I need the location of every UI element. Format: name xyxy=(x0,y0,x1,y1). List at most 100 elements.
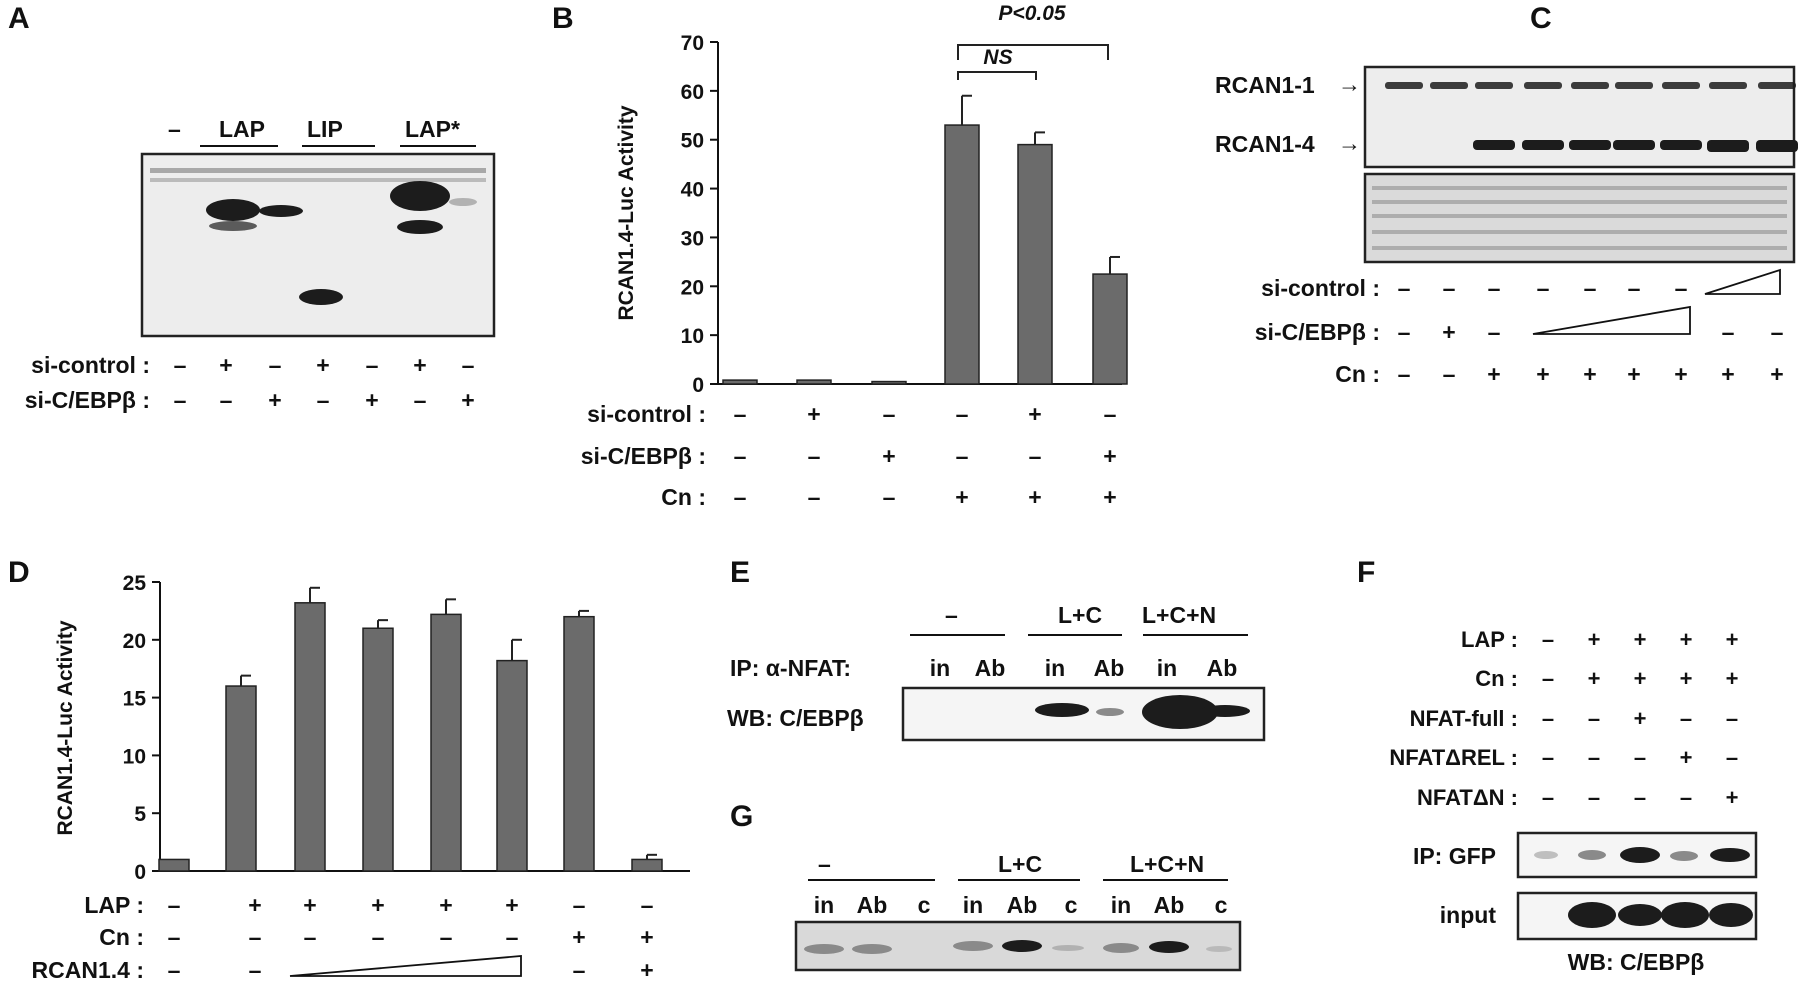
condition-sign: + xyxy=(1726,627,1739,652)
condition-sign: – xyxy=(366,352,379,378)
condition-sign: – xyxy=(1542,627,1554,652)
blot-band xyxy=(1710,848,1750,862)
blot-band xyxy=(1758,82,1796,89)
y-tick-label: 40 xyxy=(681,179,704,202)
condition-sign: – xyxy=(1443,275,1456,301)
panel-c-label: C xyxy=(1530,2,1552,35)
input-label: input xyxy=(1440,902,1497,928)
condition-sign: – xyxy=(1634,745,1646,770)
group-label-lap-star: LAP* xyxy=(405,116,460,142)
condition-sign: – xyxy=(1722,319,1735,345)
bar xyxy=(563,615,595,872)
condition-sign: – xyxy=(1104,401,1117,427)
blot-band xyxy=(1534,851,1558,859)
condition-sign: – xyxy=(641,892,654,918)
blot-band xyxy=(1522,140,1564,150)
blot-band xyxy=(206,199,260,221)
condition-label: NFATΔN : xyxy=(1417,785,1518,810)
significance-bracket xyxy=(957,71,1037,80)
condition-sign: + xyxy=(1634,627,1647,652)
condition-label: NFAT-full : xyxy=(1410,706,1518,731)
condition-sign: – xyxy=(1680,706,1692,731)
blot-band xyxy=(209,221,257,231)
condition-sign: + xyxy=(1536,361,1549,387)
condition-sign: – xyxy=(734,484,747,510)
condition-sign: + xyxy=(1721,361,1734,387)
condition-sign: – xyxy=(734,401,747,427)
condition-sign: – xyxy=(269,352,282,378)
bar xyxy=(1092,273,1128,385)
panel-a: A – LAP LIP LAP* xyxy=(8,2,496,338)
y-tick-label: 20 xyxy=(681,276,704,299)
blot-band xyxy=(1385,82,1423,89)
gradient-ramp xyxy=(1704,268,1781,295)
blot-band xyxy=(1142,695,1218,729)
bar xyxy=(871,380,907,385)
y-tick-label: 30 xyxy=(681,227,704,250)
condition-sign: – xyxy=(220,387,233,413)
group-label-blank: – xyxy=(945,602,958,628)
condition-sign: – xyxy=(1584,275,1597,301)
condition-sign: – xyxy=(249,924,262,950)
condition-sign: + xyxy=(1103,484,1116,510)
condition-sign: – xyxy=(1537,275,1550,301)
loading-band xyxy=(1372,230,1787,234)
condition-sign: + xyxy=(1726,666,1739,691)
blot-band xyxy=(1662,82,1700,89)
lane-label: in xyxy=(1045,655,1065,681)
condition-sign: + xyxy=(1442,319,1455,345)
condition-sign: + xyxy=(955,484,968,510)
lane-label: Ab xyxy=(1154,892,1185,918)
lane-label: Ab xyxy=(857,892,888,918)
panel-d: D RCAN1.4-Luc Activity 0 5 10 15 20 25 xyxy=(8,556,690,977)
y-tick-label: 70 xyxy=(681,32,704,55)
blot-band xyxy=(1618,904,1662,926)
condition-sign: + xyxy=(1028,484,1041,510)
wb-label: WB: C/EBPβ xyxy=(1568,949,1705,975)
loading-band xyxy=(1372,200,1787,204)
arrow-icon: → xyxy=(1338,130,1361,156)
condition-label: RCAN1.4 : xyxy=(32,957,144,982)
lane-label: Ab xyxy=(1207,655,1238,681)
condition-sign: – xyxy=(506,924,519,950)
gel-band xyxy=(1103,943,1139,953)
ip-gfp-label: IP: GFP xyxy=(1413,843,1496,869)
blot-band xyxy=(449,198,477,206)
condition-sign: – xyxy=(1398,361,1411,387)
panel-g: G – L+C L+C+N in Ab c in Ab c in Ab c xyxy=(730,800,1242,972)
blot-band xyxy=(1756,140,1798,152)
ns-label: NS xyxy=(983,46,1012,69)
blot-band xyxy=(1615,82,1653,89)
condition-sign: – xyxy=(1398,319,1411,345)
condition-sign: + xyxy=(1680,627,1693,652)
condition-sign: – xyxy=(956,401,969,427)
blot-band xyxy=(1569,140,1611,150)
rcan1-4-label: RCAN1-4 xyxy=(1215,131,1315,157)
loading-band xyxy=(1372,214,1787,218)
y-tick-label: 10 xyxy=(681,325,704,348)
condition-sign: + xyxy=(1770,361,1783,387)
bar xyxy=(496,659,528,872)
blot-band xyxy=(1670,851,1698,861)
gradient-ramp xyxy=(289,955,522,977)
blot-band xyxy=(150,168,486,173)
bar xyxy=(631,858,663,872)
significance-bracket xyxy=(957,44,1109,60)
condition-sign: + xyxy=(461,387,474,413)
lane-label: in xyxy=(1111,892,1131,918)
condition-sign: + xyxy=(572,924,585,950)
condition-label: LAP : xyxy=(1461,627,1518,652)
panel-c: C RCAN1-1 RCAN1-4 → → xyxy=(1215,2,1798,335)
condition-sign: + xyxy=(219,352,232,378)
condition-sign: – xyxy=(956,443,969,469)
blot-band xyxy=(259,205,303,217)
condition-sign: – xyxy=(168,924,181,950)
condition-sign: – xyxy=(1443,361,1456,387)
gel-band xyxy=(1206,946,1232,952)
condition-sign: + xyxy=(1680,666,1693,691)
y-axis-label: RCAN1.4-Luc Activity xyxy=(54,620,77,835)
condition-sign: – xyxy=(883,401,896,427)
panel-a-label: A xyxy=(8,2,30,35)
bar xyxy=(796,379,832,385)
panel-d-label: D xyxy=(8,556,30,589)
